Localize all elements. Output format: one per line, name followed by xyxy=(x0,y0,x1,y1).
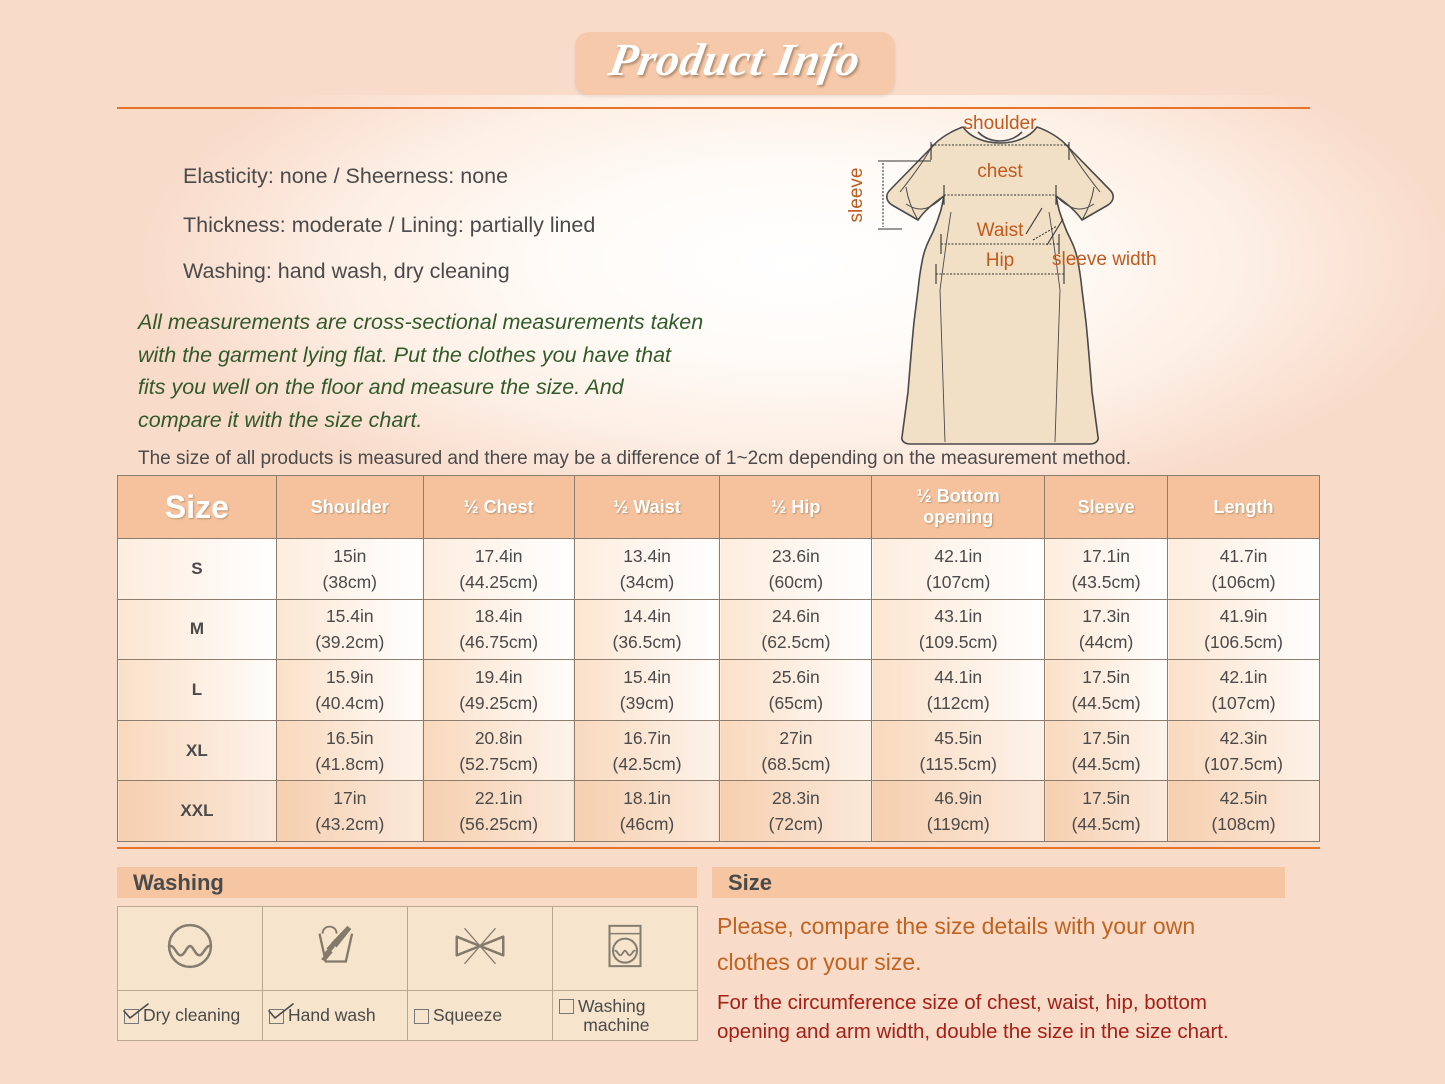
svg-text:Waist: Waist xyxy=(977,220,1025,241)
svg-text:Hip: Hip xyxy=(986,250,1015,271)
svg-text:chest: chest xyxy=(977,161,1023,182)
svg-text:shoulder: shoulder xyxy=(964,113,1038,134)
svg-text:sleeve width: sleeve width xyxy=(1052,249,1157,270)
svg-text:sleeve: sleeve xyxy=(846,168,867,223)
